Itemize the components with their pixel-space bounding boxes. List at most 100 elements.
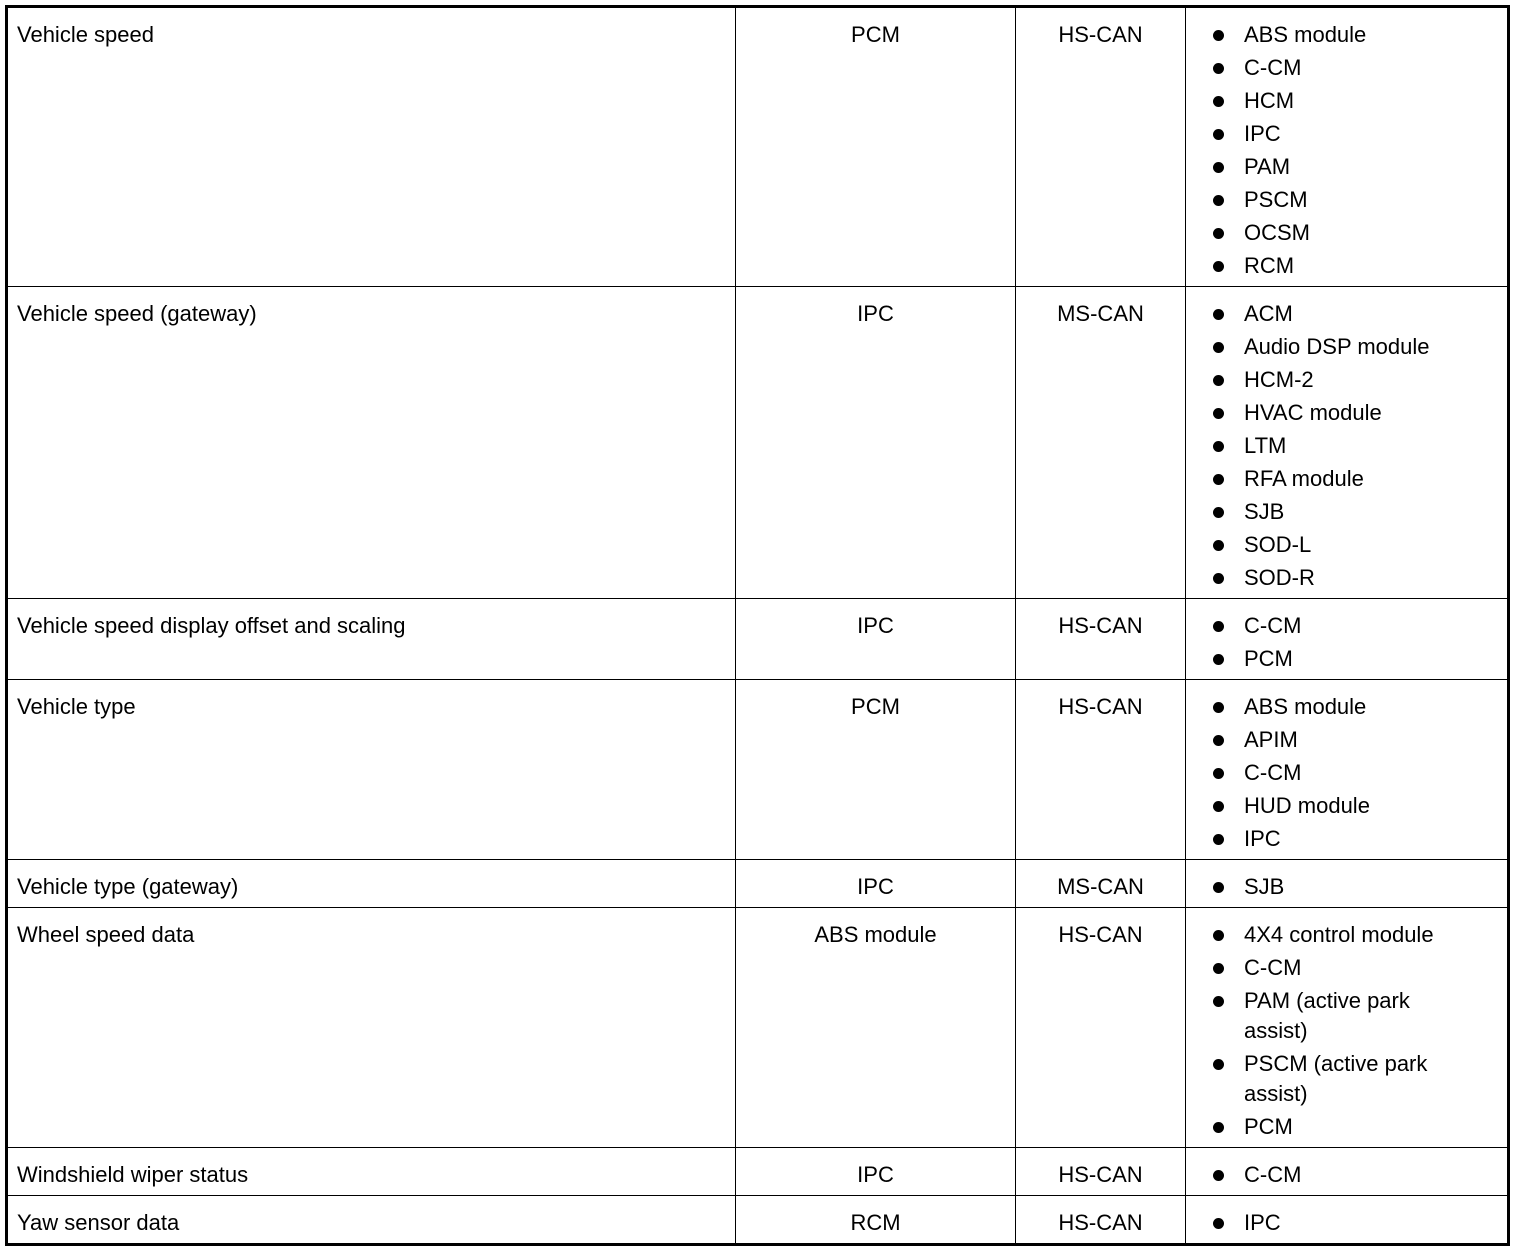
network-cell: MS-CAN xyxy=(1015,286,1186,599)
bullet xyxy=(1213,261,1224,272)
receiver-text: 4X4 control module xyxy=(1244,922,1434,947)
receiver-item: PCM xyxy=(1212,644,1470,674)
receivers-cell: C-CM PCM xyxy=(1185,598,1509,680)
receiver-list: SJB xyxy=(1186,872,1507,902)
receiver-text: SJB xyxy=(1244,499,1285,524)
signal-cell: Vehicle type (gateway) xyxy=(6,859,736,908)
receiver-item: HCM-2 xyxy=(1212,365,1470,395)
originator-cell: IPC xyxy=(735,1147,1016,1196)
receiver-text: Audio DSP module xyxy=(1244,334,1430,359)
table-row: Vehicle speed (gateway) IPC MS-CAN ACM Audio… xyxy=(6,286,1509,599)
receiver-list: ABS module APIM C-CM HUD module IPC xyxy=(1186,692,1507,854)
originator-cell: PCM xyxy=(735,6,1016,287)
receiver-item: SJB xyxy=(1212,872,1470,902)
receiver-text: ABS module xyxy=(1244,22,1367,47)
receiver-text: OCSM xyxy=(1244,220,1310,245)
receiver-item: PSCM (active park assist) xyxy=(1212,1049,1470,1109)
bullet xyxy=(1213,342,1224,353)
receiver-item: ACM xyxy=(1212,299,1470,329)
receiver-item: RFA module xyxy=(1212,464,1470,494)
signal-table: Vehicle speed PCM HS-CAN ABS module C-CM HCM I… xyxy=(5,5,1510,1246)
bullet xyxy=(1213,1170,1224,1181)
bullet xyxy=(1213,834,1224,845)
signal-cell: Vehicle speed (gateway) xyxy=(6,286,736,599)
bullet xyxy=(1213,930,1224,941)
originator-cell: RCM xyxy=(735,1195,1016,1245)
bullet xyxy=(1213,228,1224,239)
bullet xyxy=(1213,162,1224,173)
receiver-list: 4X4 control module C-CM PAM (active park a… xyxy=(1186,920,1507,1142)
table-row: Windshield wiper status IPC HS-CAN C-CM xyxy=(6,1147,1509,1196)
bullet xyxy=(1213,195,1224,206)
receiver-item: HVAC module xyxy=(1212,398,1470,428)
receiver-text: IPC xyxy=(1244,826,1281,851)
network-cell: HS-CAN xyxy=(1015,1147,1186,1196)
receiver-item: PAM (active park assist) xyxy=(1212,986,1470,1046)
receiver-item: PSCM xyxy=(1212,185,1470,215)
receiver-list: ABS module C-CM HCM IPC PAM PSCM OCSM RCM xyxy=(1186,20,1507,281)
receiver-text: PAM (active park assist) xyxy=(1244,988,1410,1043)
bullet xyxy=(1213,1218,1224,1229)
receiver-text: SOD-L xyxy=(1244,532,1312,557)
bullet xyxy=(1213,573,1224,584)
receiver-item: IPC xyxy=(1212,824,1470,854)
receiver-text: SJB xyxy=(1244,874,1285,899)
originator-cell: IPC xyxy=(735,598,1016,680)
bullet xyxy=(1213,996,1224,1007)
bullet xyxy=(1213,540,1224,551)
receiver-text: C-CM xyxy=(1244,613,1302,638)
receiver-list: ACM Audio DSP module HCM-2 HVAC module LTM RF… xyxy=(1186,299,1507,593)
receiver-text: HUD module xyxy=(1244,793,1370,818)
table-row: Vehicle type (gateway) IPC MS-CAN SJB xyxy=(6,859,1509,908)
receiver-item: IPC xyxy=(1212,119,1470,149)
network-cell: MS-CAN xyxy=(1015,859,1186,908)
bullet xyxy=(1213,309,1224,320)
bullet xyxy=(1213,441,1224,452)
receiver-text: RCM xyxy=(1244,253,1295,278)
receiver-item: C-CM xyxy=(1212,611,1470,641)
bullet xyxy=(1213,654,1224,665)
receiver-text: C-CM xyxy=(1244,760,1302,785)
receiver-text: IPC xyxy=(1244,1210,1281,1235)
bullet xyxy=(1213,129,1224,140)
receiver-text: HCM-2 xyxy=(1244,367,1314,392)
originator-cell: ABS module xyxy=(735,907,1016,1148)
bullet xyxy=(1213,375,1224,386)
receiver-item: C-CM xyxy=(1212,953,1470,983)
bullet xyxy=(1213,768,1224,779)
receiver-text: C-CM xyxy=(1244,955,1302,980)
bullet xyxy=(1213,63,1224,74)
receiver-text: ACM xyxy=(1244,301,1293,326)
bullet xyxy=(1213,30,1224,41)
receiver-item: C-CM xyxy=(1212,1160,1470,1190)
receiver-item: ABS module xyxy=(1212,20,1470,50)
signal-cell: Vehicle type xyxy=(6,679,736,860)
receiver-item: ABS module xyxy=(1212,692,1470,722)
receiver-text: HVAC module xyxy=(1244,400,1382,425)
signal-cell: Vehicle speed xyxy=(6,6,736,287)
signal-cell: Wheel speed data xyxy=(6,907,736,1148)
bullet xyxy=(1213,702,1224,713)
receiver-item: Audio DSP module xyxy=(1212,332,1470,362)
network-cell: HS-CAN xyxy=(1015,907,1186,1148)
receivers-cell: SJB xyxy=(1185,859,1509,908)
receiver-text: RFA module xyxy=(1244,466,1364,491)
receiver-text: PSCM xyxy=(1244,187,1308,212)
bullet xyxy=(1213,1122,1224,1133)
receiver-text: HCM xyxy=(1244,88,1295,113)
receiver-item: 4X4 control module xyxy=(1212,920,1470,950)
bullet xyxy=(1213,882,1224,893)
receiver-item: PAM xyxy=(1212,152,1470,182)
receiver-item: IPC xyxy=(1212,1208,1470,1238)
receivers-cell: ACM Audio DSP module HCM-2 HVAC module LTM RF… xyxy=(1185,286,1509,599)
receiver-text: C-CM xyxy=(1244,1162,1302,1187)
network-cell: HS-CAN xyxy=(1015,1195,1186,1245)
bullet xyxy=(1213,801,1224,812)
receiver-item: LTM xyxy=(1212,431,1470,461)
signal-cell: Windshield wiper status xyxy=(6,1147,736,1196)
receivers-cell: ABS module C-CM HCM IPC PAM PSCM OCSM RCM xyxy=(1185,6,1509,287)
originator-cell: IPC xyxy=(735,286,1016,599)
bullet xyxy=(1213,507,1224,518)
receiver-item: SOD-L xyxy=(1212,530,1470,560)
